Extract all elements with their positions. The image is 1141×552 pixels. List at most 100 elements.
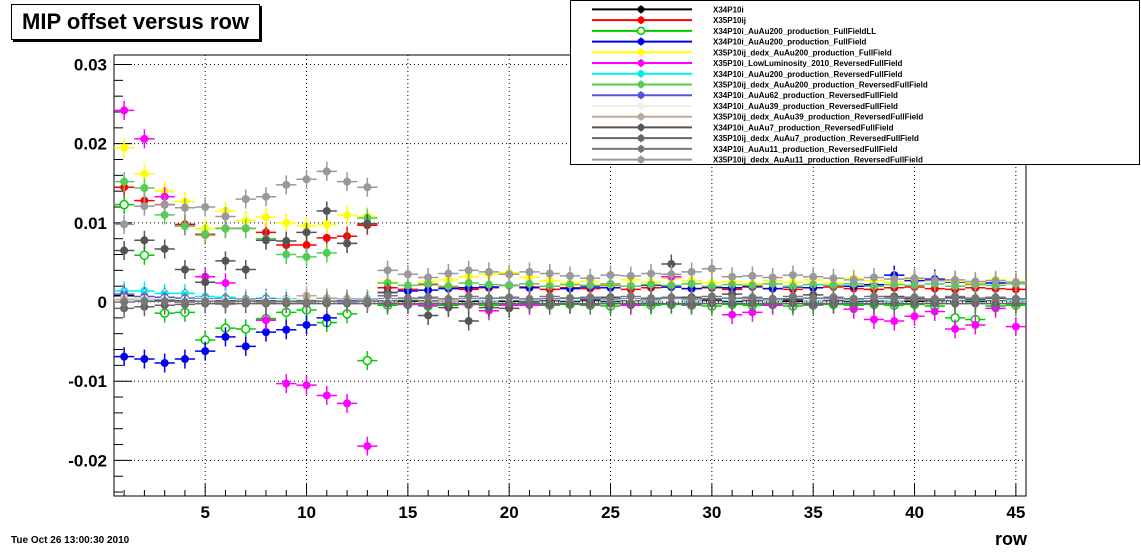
point-marker [120, 220, 129, 229]
point-marker [647, 294, 656, 303]
point-marker [991, 293, 1000, 302]
data-point [924, 289, 945, 309]
data-point [316, 201, 337, 221]
data-point [924, 271, 945, 291]
point-marker [201, 347, 210, 356]
data-point [478, 288, 500, 308]
data-point [884, 269, 905, 289]
point-marker [424, 273, 433, 282]
x-tick-label: 25 [601, 503, 620, 522]
data-point [114, 138, 135, 158]
data-point [215, 207, 236, 227]
legend-label: X35P10ij_dedx_AuAu11_production_Reversed… [713, 156, 923, 165]
point-marker [667, 260, 676, 269]
data-point [418, 267, 439, 287]
data-point [519, 262, 540, 282]
legend-marker [637, 59, 645, 67]
data-point [640, 264, 662, 284]
point-marker [464, 279, 473, 288]
point-marker [343, 298, 352, 307]
data-series [114, 286, 1026, 312]
legend-entry: X35P10ij_dedx_AuAu7_production_ReversedF… [592, 134, 919, 143]
data-point [336, 393, 358, 413]
data-point [722, 267, 743, 287]
point-marker [788, 292, 797, 301]
point-marker [849, 275, 858, 284]
data-point [336, 292, 358, 312]
point-marker [910, 312, 919, 321]
point-marker [870, 315, 878, 324]
data-point [255, 207, 277, 227]
data-point [418, 287, 439, 307]
point-marker [262, 298, 270, 307]
point-marker [120, 246, 129, 255]
point-marker [788, 282, 797, 291]
point-marker [201, 203, 210, 212]
data-point [397, 264, 418, 284]
point-marker [343, 177, 352, 186]
point-marker [160, 200, 169, 209]
data-point [438, 289, 459, 309]
point-marker [910, 293, 919, 302]
y-tick-label: 0 [98, 293, 107, 312]
point-marker [606, 271, 615, 280]
legend-marker [637, 16, 645, 24]
point-marker [302, 228, 311, 237]
legend-entry: X35P10ij_dedx_AuAu200_production_Reverse… [592, 80, 928, 90]
point-marker [302, 241, 311, 250]
series-layer [114, 100, 1026, 456]
data-point [823, 268, 844, 288]
point-marker [140, 169, 149, 178]
point-marker [120, 177, 129, 186]
legend-label: X35P10ij_dedx_AuAu200_production_FullFie… [713, 48, 892, 57]
point-marker [748, 293, 757, 302]
data-point [742, 266, 763, 286]
data-point [661, 264, 682, 284]
point-marker [201, 278, 210, 287]
data-point [580, 268, 601, 288]
data-point [195, 341, 216, 361]
x-tick-label: 15 [398, 503, 417, 522]
point-marker [545, 269, 554, 278]
data-point [884, 288, 905, 308]
data-point [1005, 317, 1026, 337]
data-point [499, 287, 520, 307]
point-marker [505, 293, 514, 302]
data-point [134, 129, 155, 149]
point-marker [1011, 322, 1020, 331]
point-marker [180, 203, 189, 212]
data-point [195, 197, 216, 217]
data-point [965, 315, 986, 335]
y-tick-label: 0.02 [74, 135, 107, 154]
point-marker [444, 294, 453, 303]
legend-entry: X35P10ij_dedx_AuAu11_production_Reversed… [592, 155, 923, 165]
legend-label: X35P10i_LowLuminosity_2010_ReversedFullF… [713, 59, 903, 68]
point-marker [403, 294, 412, 303]
point-marker [424, 293, 433, 302]
legend-entry: X34P10i_AuAu7_production_ReversedFullFie… [592, 123, 894, 132]
legend-entry: X34P10i_AuAu200_production_FullFieldLL [592, 26, 876, 36]
data-point [336, 233, 358, 253]
point-marker [241, 342, 250, 351]
point-marker [362, 355, 373, 366]
data-point [114, 292, 135, 312]
point-marker [1011, 278, 1020, 287]
point-marker [221, 212, 230, 221]
point-marker [302, 381, 311, 390]
point-marker [160, 297, 169, 306]
point-marker [282, 297, 291, 306]
data-point [276, 291, 297, 311]
point-marker [484, 267, 493, 276]
legend-marker [637, 91, 645, 99]
point-marker [849, 294, 858, 303]
point-marker [890, 294, 899, 303]
data-point [114, 241, 135, 261]
data-point [357, 436, 378, 456]
data-point [296, 169, 317, 189]
legend-label: X34P10i_AuAu39_production_ReversedFullFi… [713, 102, 898, 111]
point-marker [322, 297, 331, 306]
point-marker [566, 271, 574, 280]
point-marker [221, 279, 230, 288]
point-marker [201, 229, 210, 238]
point-marker [240, 324, 251, 334]
